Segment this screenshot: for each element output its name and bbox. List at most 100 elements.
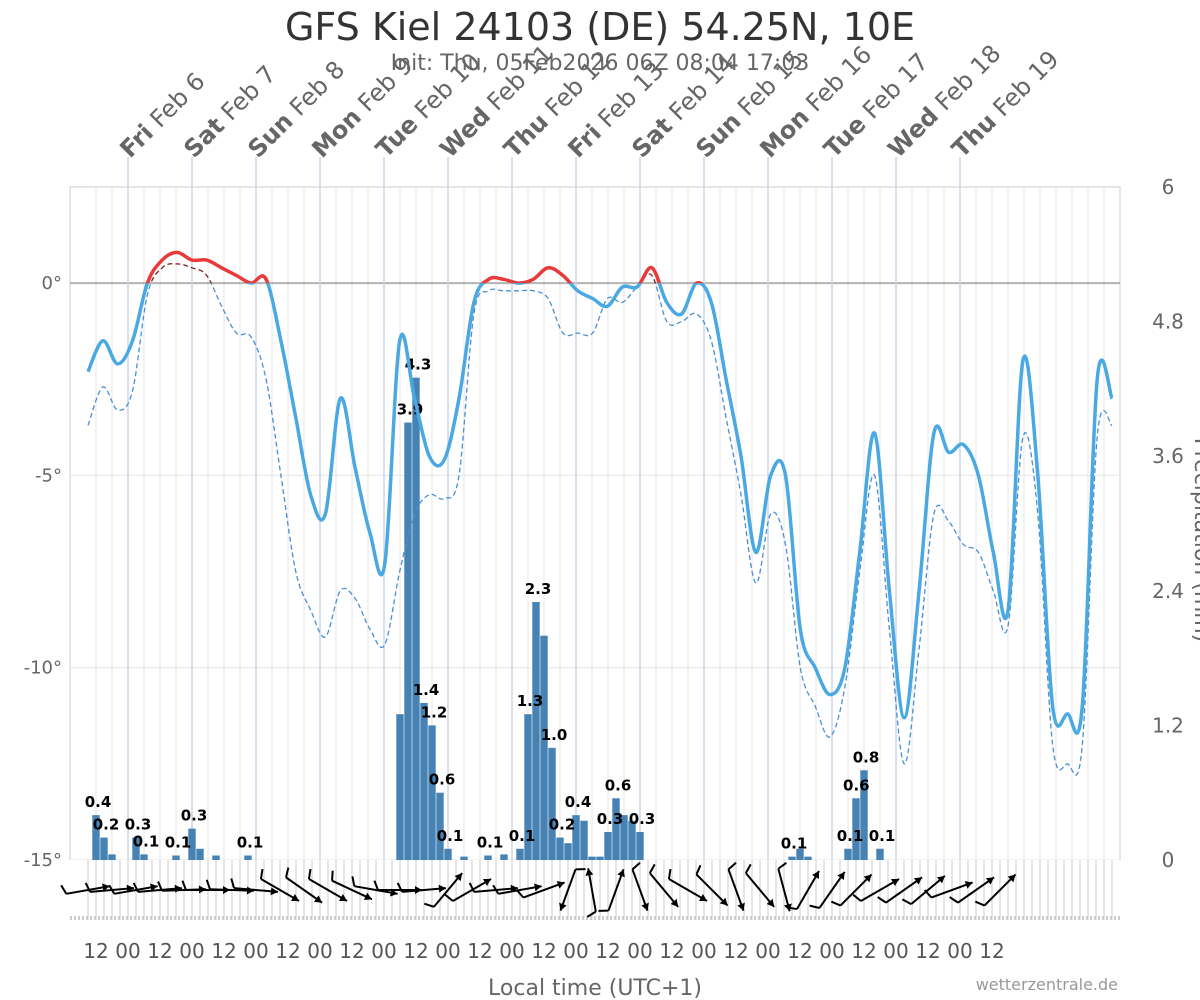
precip-bar <box>788 856 796 860</box>
wind-barb-feather <box>744 863 752 874</box>
wind-barb-head <box>964 881 973 889</box>
wind-barb-head <box>150 883 158 892</box>
precip-value-label: 0.8 <box>853 748 880 766</box>
precip-value-label: 0.3 <box>125 816 152 834</box>
wind-barb-feather <box>648 863 656 874</box>
precip-value-label: 0.3 <box>597 810 624 828</box>
wind-barb-shaft <box>452 878 492 902</box>
wind-barb-shaft <box>839 873 873 907</box>
wind-barb <box>307 868 348 902</box>
wind-barb-head <box>534 883 542 892</box>
credits-link[interactable]: wetterzentrale.de <box>976 975 1118 994</box>
precip-value-label: 0.1 <box>165 834 192 852</box>
precip-bar <box>524 714 532 860</box>
wind-barb <box>108 883 158 895</box>
precip-bar <box>500 854 508 860</box>
wind-barb-shaft <box>308 878 348 902</box>
y-axis-left-ticks: 0° -5° -10° -15° <box>24 273 62 871</box>
wind-barb-feather <box>631 861 641 871</box>
wind-barb-feather <box>695 864 702 875</box>
wind-barb <box>559 868 586 912</box>
y-left-tick-label: -10° <box>24 658 62 679</box>
wind-barb-shaft <box>695 873 729 907</box>
precip-value-label: 0.1 <box>133 832 160 850</box>
precip-value-label: 0.1 <box>437 827 464 845</box>
wind-barb-head <box>438 884 446 893</box>
x-tick-label: 12 <box>211 939 236 963</box>
wind-barb-feather <box>515 889 525 899</box>
wind-barb-feather <box>285 867 290 878</box>
wind-barb-head <box>313 895 323 903</box>
wind-barb-shaft <box>559 868 577 912</box>
wind-barb-head <box>363 892 372 900</box>
chart-subtitle: Init: Thu, 05Feb2026 06Z 08:04 17:03 <box>391 51 810 76</box>
x-tick-label: 00 <box>435 939 460 963</box>
wind-barb-feather <box>331 870 334 881</box>
wind-barb-head <box>890 879 900 886</box>
wind-barb-head <box>102 883 110 892</box>
wind-barb <box>949 876 995 904</box>
precip-bar <box>860 770 868 860</box>
precip-bar <box>404 422 412 860</box>
x-tick-label: 12 <box>275 939 300 963</box>
precip-bar <box>444 848 452 860</box>
x-tick-label: 00 <box>755 939 780 963</box>
y-right-tick-label: 2.4 <box>1152 579 1184 603</box>
wind-barb <box>230 878 279 896</box>
precip-value-label: 0.6 <box>605 776 632 794</box>
precip-bar <box>556 837 564 860</box>
precip-value-label: 0.6 <box>429 771 456 789</box>
precip-bar <box>244 855 252 860</box>
wind-barb-shaft <box>354 885 398 895</box>
precip-value-label: 0.2 <box>549 816 576 834</box>
wind-barb-shaft <box>727 868 745 912</box>
wind-barb-feather <box>84 882 91 893</box>
wind-barb-shaft <box>607 868 625 912</box>
precip-bar <box>612 798 620 860</box>
wind-barb-feather <box>205 879 211 890</box>
wind-barb-shaft <box>260 878 300 902</box>
wind-barb <box>259 868 300 902</box>
precip-bar <box>604 831 612 860</box>
x-tick-label: 12 <box>467 939 492 963</box>
precip-value-label: 0.6 <box>843 776 870 794</box>
wind-barb-shaft <box>209 888 255 892</box>
wind-barb-shaft <box>522 881 566 899</box>
wind-barbs <box>60 860 1120 920</box>
precip-value-label: 1.2 <box>421 703 448 721</box>
precip-bar <box>852 798 860 860</box>
wind-barb-shaft <box>796 870 820 910</box>
precipitation-bars <box>92 377 884 860</box>
wind-barb-shaft <box>587 868 597 912</box>
x-axis-ticks: 12 00 12 00 12 00 12 00 12 00 12 00 12 00 12 00 12 00 12 00… <box>83 939 1004 963</box>
wind-barb-head <box>290 894 300 901</box>
temperature-lines <box>86 250 1114 776</box>
y-right-tick-label: 3.6 <box>1152 444 1184 468</box>
precip-bar <box>92 815 100 860</box>
x-tick-label: 12 <box>915 939 940 963</box>
precip-bar <box>540 635 548 860</box>
precip-bar <box>532 602 540 860</box>
wind-barb-feather <box>727 861 737 871</box>
wind-barb-feather <box>586 910 597 918</box>
precip-bar <box>876 848 884 860</box>
plot-area <box>69 186 1121 861</box>
wind-barb <box>852 878 900 902</box>
precip-bar <box>212 855 220 860</box>
wind-barb <box>727 861 745 912</box>
wind-barb-head <box>698 894 708 901</box>
precip-bar <box>108 854 116 860</box>
precip-value-label: 0.1 <box>781 835 808 853</box>
precip-bar <box>436 792 444 860</box>
x-tick-label: 12 <box>851 939 876 963</box>
wind-barb <box>901 875 946 906</box>
temperature-line-above-zero <box>145 250 704 284</box>
wind-barb-feather <box>468 882 475 893</box>
wind-barb-feather <box>259 868 264 880</box>
wind-barb-head <box>482 879 492 886</box>
precip-bar <box>572 815 580 860</box>
wind-barb-head <box>585 868 594 876</box>
y-axis-right-ticks: 0 1.2 2.4 3.6 4.8 6 <box>1152 175 1184 872</box>
x-tick-label: 12 <box>147 939 172 963</box>
x-tick-label: 12 <box>403 939 428 963</box>
